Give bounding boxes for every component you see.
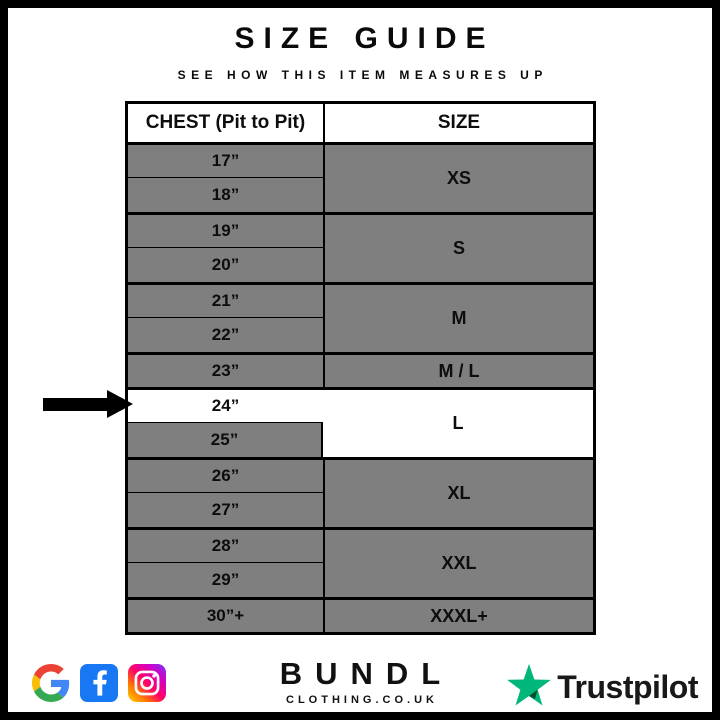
size-cell: M — [323, 282, 593, 352]
column-header-chest: CHEST (Pit to Pit) — [128, 104, 323, 142]
chest-cell: 17” — [128, 142, 323, 177]
page-title: SIZE GUIDE — [234, 22, 495, 55]
page-subtitle: SEE HOW THIS ITEM MEASURES UP — [177, 68, 548, 82]
chest-cell: 28” — [128, 527, 323, 562]
chest-cell: 25” — [128, 422, 323, 457]
size-cell: L — [323, 387, 593, 457]
google-icon — [32, 664, 70, 702]
size-cell: XXL — [323, 527, 593, 597]
chest-cell: 26” — [128, 457, 323, 492]
chest-cell: 21” — [128, 282, 323, 317]
brand-domain: CLOTHING.CO.UK — [286, 694, 438, 706]
brand-logo: BUNDL CLOTHING.CO.UK — [8, 656, 712, 706]
chest-cell: 27” — [128, 492, 323, 527]
arrow-shaft — [43, 398, 107, 411]
chest-cell: 22” — [128, 317, 323, 352]
chest-cell: 18” — [128, 177, 323, 212]
trustpilot-wordmark: Trustpilot — [557, 669, 698, 705]
trustpilot-logo: Trustpilot — [506, 662, 698, 712]
chest-cell: 19” — [128, 212, 323, 247]
column-header-size: SIZE — [323, 104, 593, 142]
chest-cell: 24” — [128, 387, 323, 422]
facebook-icon — [80, 664, 118, 702]
size-cell: S — [323, 212, 593, 282]
size-cell: XS — [323, 142, 593, 212]
size-cell: M / L — [323, 352, 593, 387]
chest-cell: 23” — [128, 352, 323, 387]
chest-cell: 29” — [128, 562, 323, 597]
size-cell: XXXL+ — [323, 597, 593, 632]
chest-cell: 20” — [128, 247, 323, 282]
instagram-icon — [128, 664, 166, 702]
social-icons — [32, 664, 166, 702]
trustpilot-star-icon — [506, 662, 552, 712]
arrow-head — [107, 390, 133, 418]
brand-name: BUNDL — [279, 656, 454, 691]
size-cell: XL — [323, 457, 593, 527]
size-table: CHEST (Pit to Pit) SIZE 17” 18” XS 19” 20” S 2… — [125, 101, 596, 635]
chest-cell: 30”+ — [128, 597, 323, 632]
highlight-arrow-icon — [43, 390, 133, 419]
